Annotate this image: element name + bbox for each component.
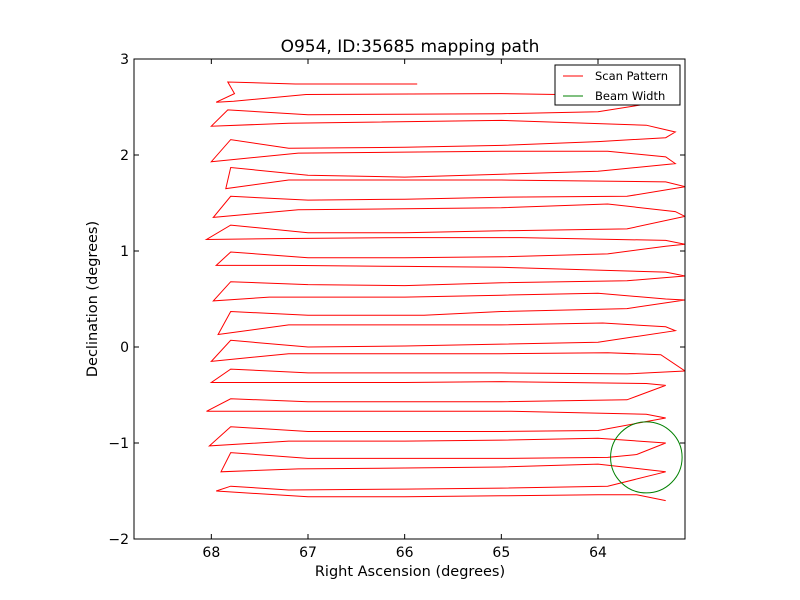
x-tick-label: 67 <box>299 545 317 561</box>
legend-label-scan-pattern: Scan Pattern <box>595 69 668 83</box>
plot-background <box>134 59 685 539</box>
legend-label-beam-width: Beam Width <box>595 89 665 103</box>
legend-frame <box>554 64 681 106</box>
series-scan-pattern-line <box>204 81 685 502</box>
y-tick-label: 1 <box>120 244 129 260</box>
y-tick-label: 0 <box>120 340 129 356</box>
axis-ticks: 68 67 66 65 64 −2 −1 0 1 2 3 <box>108 52 685 561</box>
x-tick-label: 65 <box>492 545 510 561</box>
x-tick-label: 66 <box>396 545 414 561</box>
plot-frame <box>133 58 686 540</box>
y-tick-label: −2 <box>108 532 129 548</box>
plot-content <box>204 81 685 502</box>
y-tick-label: −1 <box>108 436 129 452</box>
y-axis-title: Declination (degrees) <box>85 221 101 377</box>
x-tick-label: 64 <box>589 545 607 561</box>
legend: Scan Pattern Beam Width <box>554 64 681 106</box>
y-tick-label: 3 <box>120 52 129 68</box>
x-tick-label: 68 <box>202 545 220 561</box>
x-axis-title: Right Ascension (degrees) <box>315 564 505 580</box>
chart-title: O954, ID:35685 mapping path <box>281 37 540 57</box>
y-tick-label: 2 <box>120 148 129 164</box>
series-beam-width-circle <box>610 421 683 494</box>
